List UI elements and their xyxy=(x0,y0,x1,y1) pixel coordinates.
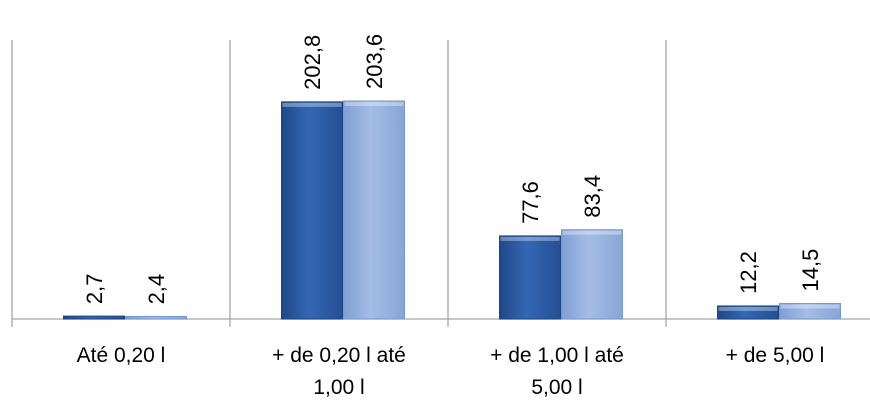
bar-series2-cat4 xyxy=(779,302,841,320)
bar-highlight xyxy=(344,102,404,106)
chart-category-labels: Até 0,20 l + de 0,20 l até 1,00 l + de 1,00… xyxy=(77,344,825,399)
bar-highlight xyxy=(500,236,560,241)
category-label-3-line1: + de 1,00 l até xyxy=(490,344,624,367)
data-label-series2-cat3: 83,4 xyxy=(580,175,605,218)
data-label-series2-cat1: 2,4 xyxy=(144,274,169,305)
bar-series2-cat1 xyxy=(125,315,187,320)
bar-highlight xyxy=(780,304,840,309)
chart-data-labels: 2,7 2,4 202,8 203,6 77,6 83,4 12,2 14,5 xyxy=(82,34,823,304)
bar-series1-cat2 xyxy=(281,101,343,320)
bar-series1-cat1 xyxy=(63,315,125,320)
category-label-2-line1: + de 0,20 l até xyxy=(272,344,406,367)
category-label-2-line2: 1,00 l xyxy=(313,376,364,399)
bar-highlight xyxy=(562,230,622,235)
data-label-series2-cat4: 14,5 xyxy=(798,249,823,292)
category-label-3-line2: 5,00 l xyxy=(531,376,582,399)
data-label-series1-cat3: 77,6 xyxy=(518,181,543,224)
data-label-series1-cat1: 2,7 xyxy=(82,274,107,305)
category-label-4: + de 5,00 l xyxy=(726,344,825,367)
data-label-series2-cat2: 203,6 xyxy=(362,34,387,89)
bar-series1-cat4 xyxy=(717,305,779,320)
data-label-series1-cat4: 12,2 xyxy=(736,251,761,294)
bar-series2-cat3 xyxy=(561,229,623,320)
bar-highlight xyxy=(718,306,778,311)
bar-highlight xyxy=(282,102,342,107)
bar-series1-cat3 xyxy=(499,235,561,320)
category-label-1: Até 0,20 l xyxy=(77,344,166,367)
bar-series2-cat2 xyxy=(343,100,405,320)
chart-bars xyxy=(63,100,841,320)
data-label-series1-cat2: 202,8 xyxy=(300,35,325,90)
